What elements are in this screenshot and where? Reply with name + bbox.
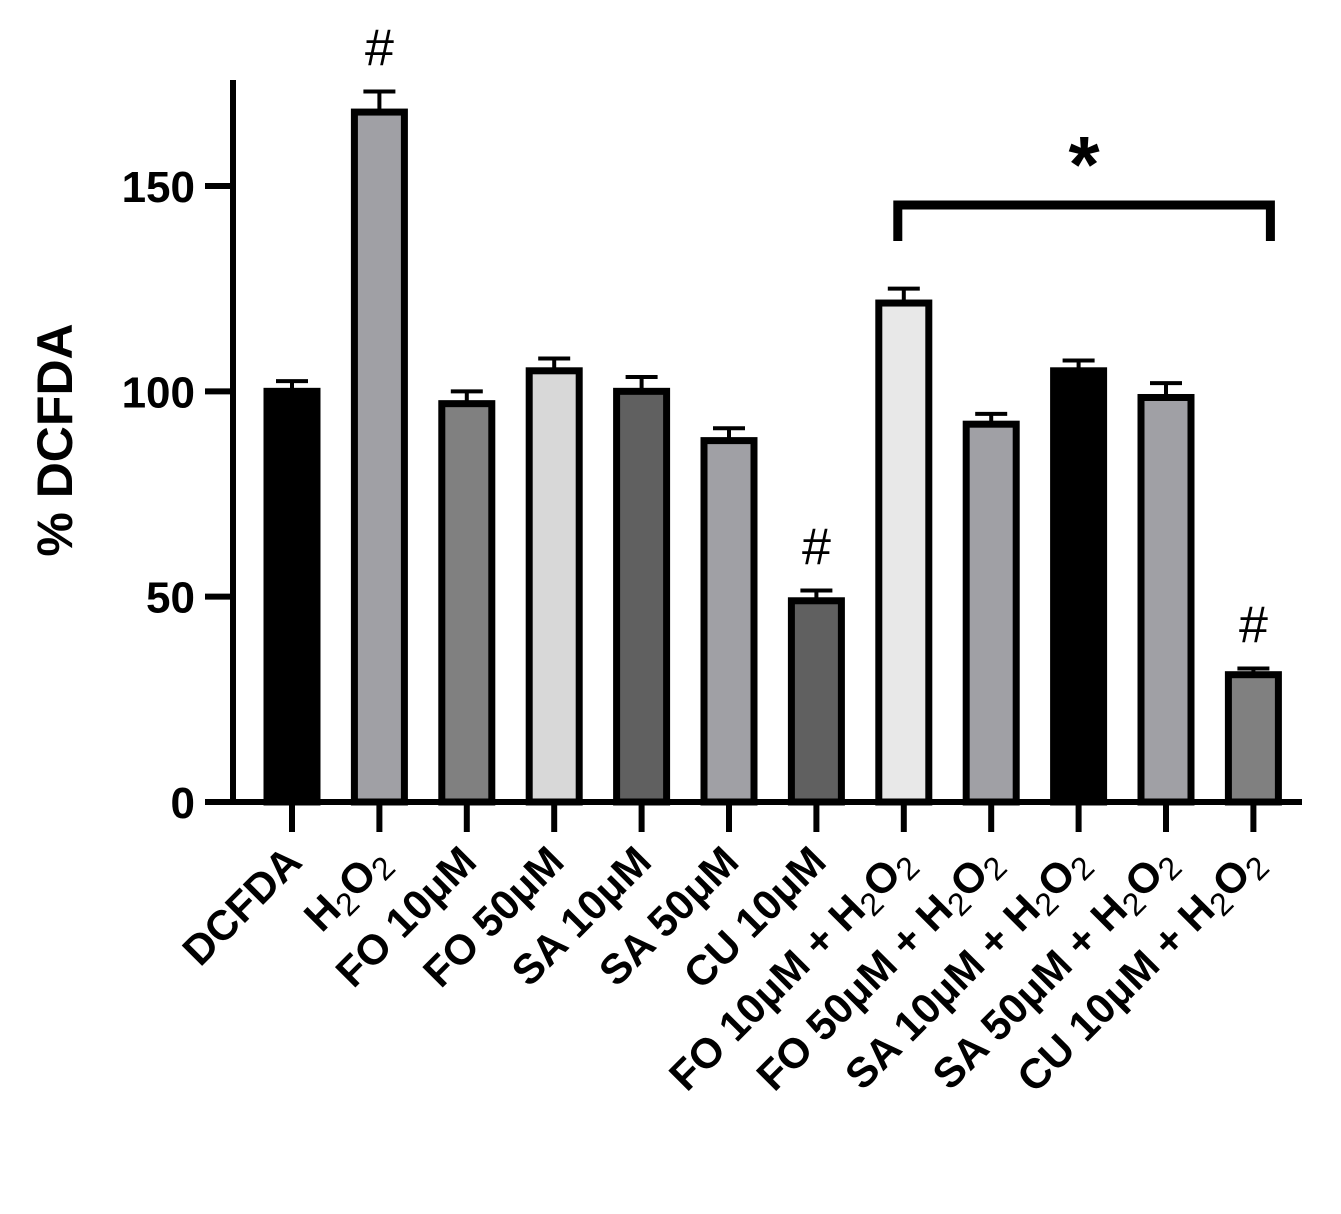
significance-bracket — [893, 200, 1275, 241]
significance-marker: # — [802, 519, 831, 577]
y-tick-label: 0 — [171, 779, 195, 828]
significance-marker: # — [365, 20, 394, 78]
bar — [787, 597, 845, 806]
bar — [700, 437, 758, 806]
bar — [438, 400, 496, 806]
bar — [350, 108, 408, 806]
y-axis-title: % DCFDA — [27, 323, 83, 556]
bar — [1224, 671, 1282, 806]
bar — [1137, 393, 1195, 806]
bar — [263, 387, 321, 806]
annotations-layer: # # # * — [365, 20, 1275, 655]
bar — [962, 420, 1020, 806]
bars-layer — [263, 89, 1282, 806]
significance-star: * — [1069, 120, 1101, 209]
y-tick-label: 100 — [122, 368, 195, 417]
significance-marker: # — [1239, 597, 1268, 655]
axis-layer: 0 50 100 150 — [122, 80, 1302, 832]
bar — [875, 299, 933, 806]
bar — [525, 367, 583, 806]
y-tick-label: 150 — [122, 163, 195, 212]
bar — [1050, 367, 1108, 806]
x-tick-label: DCFDA — [173, 837, 310, 974]
bar — [613, 387, 671, 806]
y-tick-label: 50 — [146, 574, 195, 623]
